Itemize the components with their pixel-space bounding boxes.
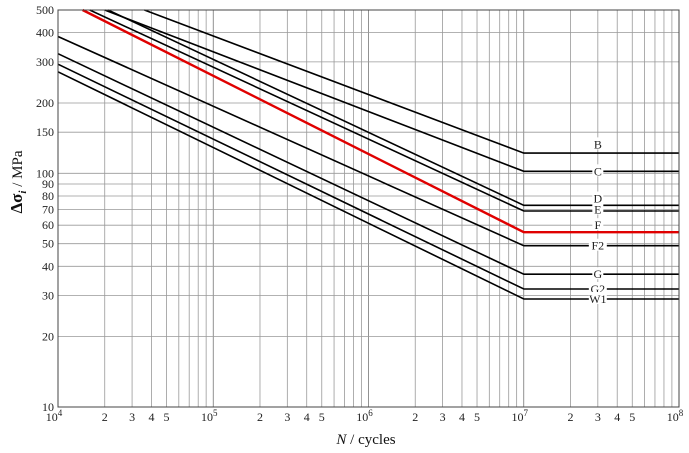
grid [57, 9, 679, 408]
x-tick-label-minor: 2 [102, 410, 108, 424]
y-tick-label: 100 [36, 166, 54, 180]
curve-label-w1: W1 [589, 292, 606, 306]
y-tick-label: 50 [42, 237, 54, 251]
y-axis-title-sub: i [17, 190, 29, 194]
x-tick-label-minor: 4 [459, 410, 465, 424]
curve-label-c: C [594, 164, 602, 178]
series-line-c [104, 9, 679, 173]
curve-label-f: F [594, 218, 601, 232]
y-tick-label: 60 [42, 218, 54, 232]
y-tick-label: 70 [42, 203, 54, 217]
curve-label-g: G [593, 267, 602, 281]
y-tick-label: 90 [42, 177, 54, 191]
curve-label-bg [592, 191, 604, 204]
series-line-b [144, 9, 679, 154]
x-axis-title: N / cycles [335, 432, 395, 448]
curve-label-bg [588, 238, 607, 251]
curve-label-bg [588, 291, 607, 304]
y-axis-title-symbol: Δσ [7, 193, 26, 214]
curve-label-d: D [593, 192, 602, 206]
x-tick-label-major: 105 [201, 408, 218, 424]
curve-label-bg [592, 137, 604, 150]
x-tick-label-minor: 3 [284, 410, 290, 424]
curve-label-bg [592, 202, 604, 215]
x-tick-label-minor: 3 [440, 410, 446, 424]
x-tick-label-minor: 2 [257, 410, 263, 424]
curve-label-bg [592, 267, 604, 280]
series-line-d [107, 9, 679, 207]
x-tick-label-minor: 4 [614, 410, 620, 424]
series-line-f [82, 8, 679, 234]
y-tick-label: 200 [36, 96, 54, 110]
series-line-w1 [57, 71, 679, 300]
x-tick-label-minor: 3 [595, 410, 601, 424]
x-tick-label-minor: 5 [319, 410, 325, 424]
series-line-g2 [57, 63, 679, 290]
y-tick-label: 40 [42, 259, 54, 273]
series-line-f2 [57, 35, 679, 247]
plot-frame [57, 9, 680, 408]
curve-label-f2: F2 [591, 239, 604, 253]
series-group [57, 8, 679, 300]
curve-label-b: B [594, 137, 602, 151]
series-line-e [89, 9, 679, 212]
y-tick-label: 300 [36, 55, 54, 69]
y-tick-label: 400 [36, 26, 54, 40]
curve-label-bg [592, 218, 604, 231]
x-tick-label-minor: 4 [148, 410, 154, 424]
x-tick-label-minor: 5 [164, 410, 170, 424]
x-tick-label-minor: 3 [129, 410, 135, 424]
x-tick-label-minor: 5 [474, 410, 480, 424]
x-tick-label-minor: 5 [629, 410, 635, 424]
curve-label-bg [588, 281, 607, 294]
y-tick-label: 500 [36, 3, 54, 17]
y-tick-label: 80 [42, 189, 54, 203]
curve-label-bg [592, 164, 604, 177]
x-tick-label-major: 108 [667, 408, 684, 424]
y-tick-label: 150 [36, 125, 54, 139]
x-axis-title-rest: / cycles [346, 432, 395, 448]
y-axis-title: Δσi / MPa [7, 150, 29, 213]
y-tick-label: 30 [42, 289, 54, 303]
x-tick-label-minor: 2 [412, 410, 418, 424]
x-tick-label-major: 107 [512, 408, 529, 424]
y-tick-label: 20 [42, 330, 54, 344]
curve-label-e: E [594, 203, 601, 217]
x-tick-label-minor: 4 [304, 410, 310, 424]
y-axis-title-unit: / MPa [10, 150, 26, 190]
x-tick-label-major: 106 [356, 408, 373, 424]
x-tick-label-major: 104 [46, 408, 63, 424]
series-line-g [57, 52, 679, 276]
x-axis-title-var: N [335, 432, 347, 448]
x-tick-label-minor: 2 [567, 410, 573, 424]
y-tick-label: 10 [42, 400, 54, 414]
